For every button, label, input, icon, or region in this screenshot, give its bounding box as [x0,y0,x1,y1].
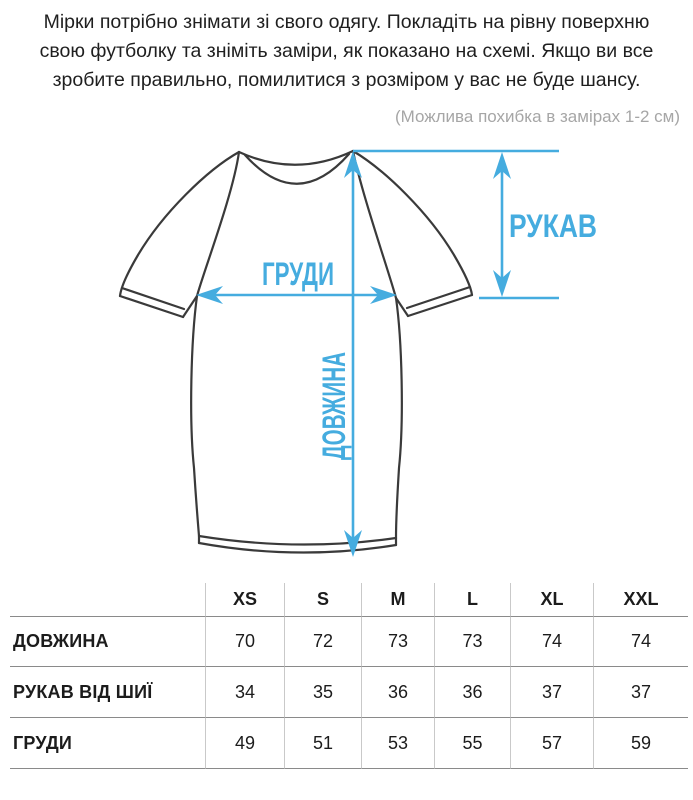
chest-arrowhead-left [196,286,223,304]
length-arrowhead-down [344,530,362,557]
intro-line-3: зробите правильно, помилитися з розміром… [52,69,641,91]
intro-text: Мірки потрібно знімати зі свого одягу. П… [0,8,693,95]
right-cuff-edge [406,293,474,318]
sleeve-arrowhead-up [493,152,511,179]
size-value-cell: 37 [593,667,688,718]
sleeve-label: РУКАВ [509,208,597,244]
right-sleeve-outer-edge [351,149,474,297]
left-cuff-edge [118,294,185,319]
tolerance-note: (Можлива похибка в замірах 1-2 см) [394,107,680,126]
size-column-header-xxl: XXL [593,583,688,617]
size-value-cell: 49 [205,718,284,769]
intro-line-1: Мірки потрібно знімати зі свого одягу. П… [43,11,650,33]
body-right-edge [394,296,403,540]
length-arrow [344,151,362,557]
size-value-cell: 55 [434,718,510,769]
size-value-cell: 73 [361,617,434,667]
size-value-cell: 74 [510,617,593,667]
measurement-row-label-chest: ГРУДИ [10,718,205,769]
collar-outer-line [237,149,355,166]
chest-arrowhead-right [370,286,397,304]
sleeve-arrow [353,149,559,300]
intro-line-2: свою футболку та зніміть заміри, як пока… [39,40,654,62]
left-underarm [181,294,199,319]
size-value-cell: 36 [361,667,434,718]
size-value-cell: 72 [284,617,361,667]
size-column-header-s: S [284,583,361,617]
size-value-cell: 53 [361,718,434,769]
size-value-cell: 51 [284,718,361,769]
left-sleeve-outer-edge [118,150,241,298]
right-cuff-band [405,285,472,310]
hem-bottom-line [197,541,398,554]
size-table-corner [10,583,205,617]
size-value-cell: 74 [593,617,688,667]
left-raglan-seam [195,150,241,298]
size-value-cell: 36 [434,667,510,718]
size-value-cell: 73 [434,617,510,667]
length-label: ДОВЖИНА [316,352,352,460]
measurement-row-label-sleeve: РУКАВ ВІД ШИЇ [10,667,205,718]
tshirt-outline [118,149,474,554]
collar-inner-line [243,152,351,185]
size-table: XS S M L XL XXL ДОВЖИНА 70 72 73 73 74 7… [10,583,688,769]
body-left-edge [190,294,201,538]
hem-top-line [197,534,398,546]
size-value-cell: 57 [510,718,593,769]
size-column-header-xl: XL [510,583,593,617]
chest-label: ГРУДИ [262,256,334,292]
size-value-cell: 37 [510,667,593,718]
size-column-header-l: L [434,583,510,617]
left-cuff-band [120,286,186,311]
size-column-header-m: M [361,583,434,617]
right-underarm [394,296,410,318]
size-value-cell: 35 [284,667,361,718]
sleeve-arrowhead-down [493,270,511,297]
length-arrowhead-up [344,151,362,178]
size-value-cell: 59 [593,718,688,769]
size-column-header-xs: XS [205,583,284,617]
chest-arrow [196,286,397,304]
size-value-cell: 34 [205,667,284,718]
size-value-cell: 70 [205,617,284,667]
measurement-row-label-length: ДОВЖИНА [10,617,205,667]
